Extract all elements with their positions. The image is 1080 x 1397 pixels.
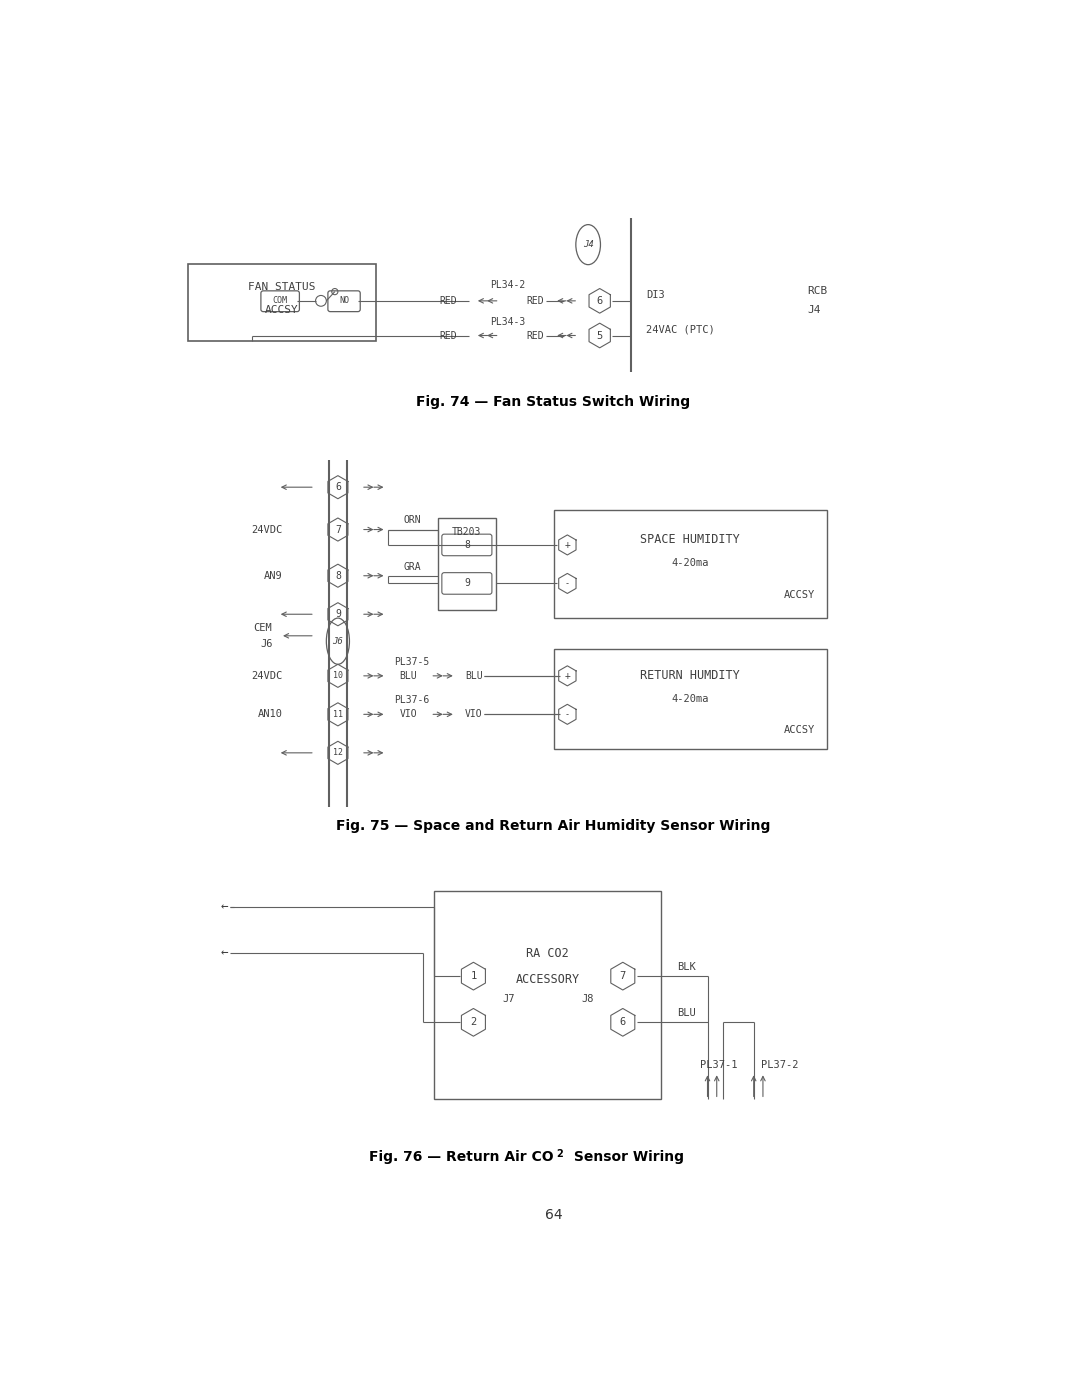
Text: 7: 7 [335, 524, 341, 535]
Text: ORN: ORN [403, 515, 420, 525]
Text: PL37-6: PL37-6 [394, 696, 430, 705]
Text: 5: 5 [596, 331, 603, 341]
Text: RED: RED [527, 331, 544, 341]
Text: Fig. 76 — Return Air CO: Fig. 76 — Return Air CO [369, 1150, 554, 1164]
Text: AN9: AN9 [264, 571, 283, 581]
Text: 7: 7 [620, 971, 626, 981]
Text: PL37-1: PL37-1 [700, 1060, 738, 1070]
Text: 9: 9 [335, 609, 341, 619]
Text: 6: 6 [596, 296, 603, 306]
Text: ←: ← [220, 947, 228, 960]
Text: SPACE HUMIDITY: SPACE HUMIDITY [640, 534, 740, 546]
Text: 24VDC: 24VDC [252, 524, 283, 535]
Text: 64: 64 [544, 1208, 563, 1222]
Text: RED: RED [440, 296, 457, 306]
Text: ACCSY: ACCSY [784, 725, 815, 735]
Text: DI3: DI3 [646, 289, 664, 300]
Text: PL37-2: PL37-2 [761, 1060, 799, 1070]
Text: 4-20ma: 4-20ma [672, 557, 708, 567]
Text: BLU: BLU [677, 1009, 696, 1018]
Bar [554, 510, 827, 617]
Text: 10: 10 [333, 672, 343, 680]
Text: J6: J6 [260, 638, 272, 648]
Text: J8: J8 [581, 995, 594, 1004]
Text: J4: J4 [808, 305, 821, 316]
Text: CEM: CEM [254, 623, 272, 633]
Text: 6: 6 [620, 1017, 626, 1027]
Text: J6: J6 [333, 637, 343, 645]
Text: VIO: VIO [465, 710, 483, 719]
Bar [438, 518, 496, 610]
Text: ACCSY: ACCSY [266, 305, 299, 316]
Text: Fig. 75 — Space and Return Air Humidity Sensor Wiring: Fig. 75 — Space and Return Air Humidity … [336, 819, 771, 833]
Text: J4: J4 [583, 240, 594, 249]
Text: VIO: VIO [400, 710, 417, 719]
Text: +: + [565, 671, 570, 680]
Text: RED: RED [440, 331, 457, 341]
Text: PL37-5: PL37-5 [394, 657, 430, 666]
Text: Fig. 74 — Fan Status Switch Wiring: Fig. 74 — Fan Status Switch Wiring [417, 395, 690, 409]
Text: PL34-2: PL34-2 [489, 281, 525, 291]
Text: FAN STATUS: FAN STATUS [248, 282, 315, 292]
Text: J7: J7 [502, 995, 515, 1004]
Text: 8: 8 [335, 571, 341, 581]
Text: 9: 9 [464, 578, 470, 588]
Text: 6: 6 [335, 482, 341, 492]
Text: 2: 2 [556, 1150, 563, 1160]
Bar [188, 264, 377, 341]
Text: 1: 1 [470, 971, 476, 981]
Text: -: - [565, 710, 570, 719]
Text: NO: NO [339, 296, 349, 306]
Bar [434, 891, 661, 1099]
Text: Sensor Wiring: Sensor Wiring [569, 1150, 684, 1164]
Bar [554, 648, 827, 749]
Text: RED: RED [527, 296, 544, 306]
Text: 4-20ma: 4-20ma [672, 694, 708, 704]
Text: 8: 8 [464, 539, 470, 550]
Text: RA CO2: RA CO2 [526, 947, 569, 960]
Text: GRA: GRA [403, 562, 420, 571]
Text: ACCESSORY: ACCESSORY [515, 974, 580, 986]
Text: 11: 11 [333, 710, 343, 719]
Text: ACCSY: ACCSY [784, 590, 815, 599]
Text: BLU: BLU [465, 671, 483, 680]
Text: AN10: AN10 [257, 710, 283, 719]
Text: 2: 2 [470, 1017, 476, 1027]
Text: BLK: BLK [677, 963, 696, 972]
Text: 12: 12 [333, 749, 343, 757]
Text: RETURN HUMDITY: RETURN HUMDITY [640, 669, 740, 682]
Text: PL34-3: PL34-3 [489, 317, 525, 327]
Text: TB203: TB203 [453, 527, 482, 536]
Text: +: + [565, 539, 570, 550]
Text: COM: COM [272, 296, 287, 306]
Text: 24VDC: 24VDC [252, 671, 283, 680]
Text: BLU: BLU [400, 671, 417, 680]
Text: -: - [565, 578, 570, 588]
Text: ←: ← [220, 900, 228, 914]
Text: RCB: RCB [808, 286, 828, 296]
Text: 24VAC (PTC): 24VAC (PTC) [646, 324, 715, 334]
